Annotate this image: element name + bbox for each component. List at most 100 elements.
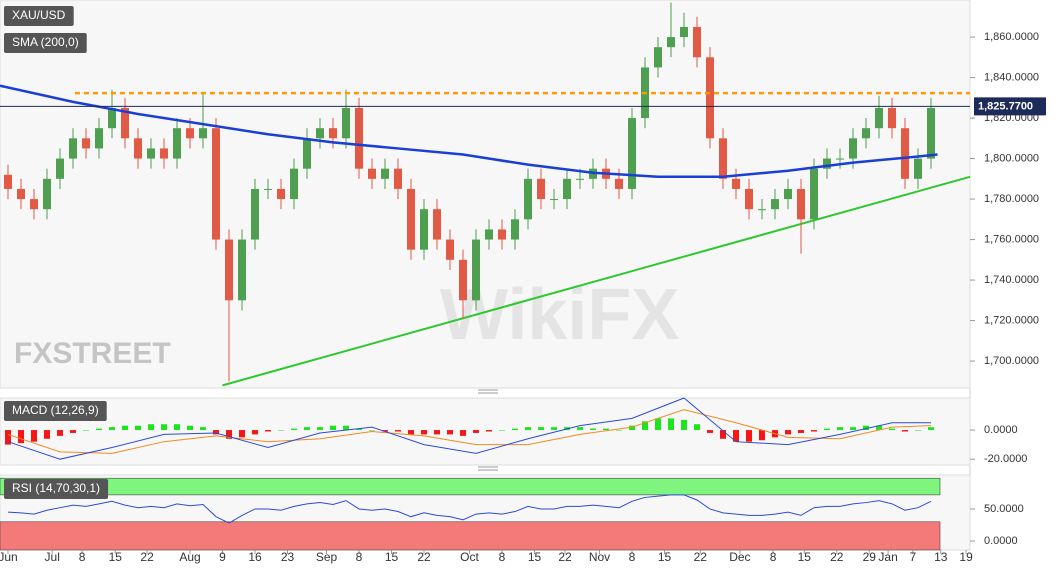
- candle-body: [783, 188, 792, 200]
- histogram-bar: [576, 427, 583, 431]
- x-tick-label: 22: [830, 550, 844, 564]
- x-tick-label: 29: [863, 550, 877, 564]
- histogram-bar: [43, 430, 50, 439]
- candle-body: [29, 199, 38, 210]
- candle-body: [224, 239, 233, 301]
- y-tick-label: 1,800.0000: [984, 152, 1039, 164]
- plot-area: [0, 397, 971, 466]
- histogram-bar: [4, 430, 11, 445]
- histogram-bar: [667, 418, 674, 431]
- histogram-bar: [758, 430, 765, 441]
- x-tick-label: 7: [909, 550, 916, 564]
- histogram-bar: [381, 430, 388, 432]
- rsi-band: [0, 521, 941, 551]
- candle-body: [822, 158, 831, 169]
- y-tick-label: -20.0000: [984, 453, 1027, 465]
- histogram-bar: [927, 427, 934, 431]
- histogram-bar: [225, 430, 232, 439]
- y-tick-label: 1,760.0000: [984, 233, 1039, 245]
- x-tick-label: Aug: [179, 550, 200, 564]
- candle-body: [549, 199, 558, 201]
- x-tick-label: 13: [934, 550, 948, 564]
- candle-body: [94, 128, 103, 149]
- histogram-bar: [30, 430, 37, 442]
- candle-body: [263, 188, 272, 190]
- histogram-bar: [147, 424, 154, 431]
- x-tick-label: Jul: [45, 550, 60, 564]
- histogram-bar: [264, 430, 271, 432]
- candle-body: [198, 128, 207, 139]
- candle-body: [666, 37, 675, 48]
- histogram-bar: [875, 425, 882, 431]
- candle-body: [796, 188, 805, 220]
- histogram-bar: [628, 425, 635, 431]
- histogram-bar: [836, 427, 843, 431]
- candle-body: [432, 209, 441, 240]
- x-tick-label: 8: [770, 550, 777, 564]
- candle-body: [562, 178, 571, 200]
- histogram-bar: [732, 430, 739, 442]
- x-tick-label: 23: [281, 550, 295, 564]
- candle-body: [536, 178, 545, 200]
- x-tick-label: 15: [658, 550, 672, 564]
- histogram-bar: [615, 430, 622, 431]
- x-tick-label: 8: [629, 550, 636, 564]
- macd-line: [7, 397, 931, 460]
- candle-body: [900, 128, 909, 179]
- histogram-bar: [823, 428, 830, 431]
- x-tick-label: 15: [528, 550, 542, 564]
- histogram-bar: [394, 430, 401, 432]
- histogram-bar: [446, 430, 453, 435]
- indicator-label: SMA (200,0): [4, 33, 87, 53]
- histogram-bar: [329, 425, 336, 431]
- candle-body: [380, 168, 389, 179]
- candle-body: [120, 107, 129, 139]
- candle-body: [419, 209, 428, 250]
- histogram-bar: [316, 427, 323, 431]
- x-tick-label: 16: [248, 550, 262, 564]
- sma-line: [0, 84, 938, 179]
- histogram-bar: [420, 430, 427, 435]
- candle-body: [692, 26, 701, 58]
- candle-body: [42, 178, 51, 210]
- candle-body: [185, 128, 194, 139]
- histogram-bar: [719, 430, 726, 439]
- candle-body: [354, 107, 363, 169]
- x-tick-label: Dec: [729, 550, 750, 564]
- histogram-bar: [277, 430, 284, 431]
- label-box: [4, 6, 74, 26]
- candle-body: [848, 138, 857, 159]
- histogram-bar: [160, 424, 167, 431]
- histogram-bar: [862, 425, 869, 431]
- y-tick-label: 0.0000: [984, 424, 1018, 436]
- histogram-bar: [95, 428, 102, 431]
- candle-body: [3, 174, 12, 189]
- histogram-bar: [251, 430, 258, 435]
- histogram-bar: [901, 430, 908, 432]
- x-tick-label: Jun: [0, 550, 18, 564]
- candle-body: [926, 107, 935, 159]
- rsi-band: [0, 477, 941, 496]
- histogram-bar: [706, 430, 713, 433]
- y-tick-label: 1,780.0000: [984, 193, 1039, 205]
- candle-body: [393, 168, 402, 189]
- y-tick-label: 1,700.0000: [984, 355, 1039, 367]
- x-tick-label: Nov: [589, 550, 610, 564]
- candle-body: [770, 199, 779, 210]
- candle-body: [68, 138, 77, 159]
- x-tick-label: 19: [959, 550, 973, 564]
- histogram-bar: [199, 427, 206, 431]
- candle-body: [445, 239, 454, 260]
- candle-body: [458, 259, 467, 301]
- x-tick-label: Oct: [460, 550, 479, 564]
- candle-body: [913, 158, 922, 179]
- last-price-label: 1,825.7700: [978, 100, 1033, 112]
- candle-body: [328, 128, 337, 139]
- indicator-label: RSI (14,70,30,1): [4, 479, 109, 499]
- candle-body: [731, 178, 740, 189]
- histogram-bar: [810, 430, 817, 432]
- candle-body: [653, 47, 662, 68]
- candle-body: [16, 188, 25, 200]
- candle-body: [133, 138, 142, 159]
- histogram-bar: [342, 425, 349, 431]
